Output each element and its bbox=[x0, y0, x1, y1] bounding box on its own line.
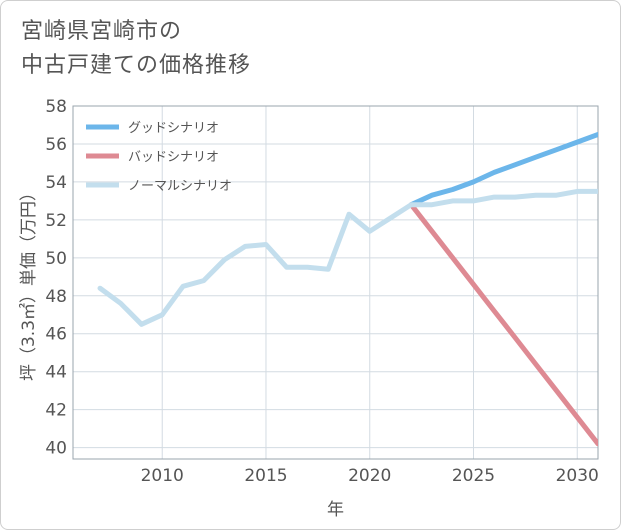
good-scenario-line bbox=[408, 132, 598, 208]
series-lines bbox=[97, 132, 598, 447]
legend-label: ノーマルシナリオ bbox=[128, 179, 232, 194]
chart-title-line-2: 中古戸建ての価格推移 bbox=[21, 53, 252, 78]
bad-scenario-line bbox=[408, 202, 598, 447]
y-tick-label: 44 bbox=[45, 363, 67, 383]
chart-title-line-1: 宮崎県宮崎市の bbox=[21, 19, 183, 44]
y-tick-label: 52 bbox=[45, 211, 67, 231]
legend-label: グッドシナリオ bbox=[128, 121, 219, 136]
y-axis-label: 坪（3.3㎡）単価（万円） bbox=[19, 184, 39, 381]
x-tick-label: 2030 bbox=[556, 466, 599, 486]
legend-label: バッドシナリオ bbox=[128, 150, 219, 165]
y-tick-label: 40 bbox=[45, 439, 67, 459]
y-tick-label: 54 bbox=[45, 173, 67, 193]
x-tick-label: 2025 bbox=[452, 466, 495, 486]
chart-title: 宮崎県宮崎市の 中古戸建ての価格推移 bbox=[21, 15, 581, 83]
normal-scenario-line bbox=[97, 188, 598, 327]
axis-ticks: 40 42 44 46 48 50 52 54 56 58 2010 2015 2020 2025 2030 bbox=[45, 97, 599, 486]
legend-good-scenario: グッドシナリオ bbox=[86, 121, 219, 136]
y-tick-label: 42 bbox=[45, 401, 67, 421]
y-tick-label: 48 bbox=[45, 287, 67, 307]
x-tick-label: 2010 bbox=[141, 466, 184, 486]
x-tick-label: 2020 bbox=[348, 466, 391, 486]
x-axis-label: 年 bbox=[327, 500, 344, 520]
grid-lines bbox=[73, 105, 598, 459]
plot-frame bbox=[72, 105, 599, 460]
y-tick-label: 58 bbox=[45, 97, 67, 117]
legend-normal-scenario: ノーマルシナリオ bbox=[86, 179, 232, 194]
x-tick-label: 2015 bbox=[244, 466, 287, 486]
y-tick-label: 46 bbox=[45, 325, 67, 345]
y-tick-label: 56 bbox=[45, 135, 67, 155]
legend-bad-scenario: バッドシナリオ bbox=[86, 150, 219, 165]
y-tick-label: 50 bbox=[45, 249, 67, 269]
